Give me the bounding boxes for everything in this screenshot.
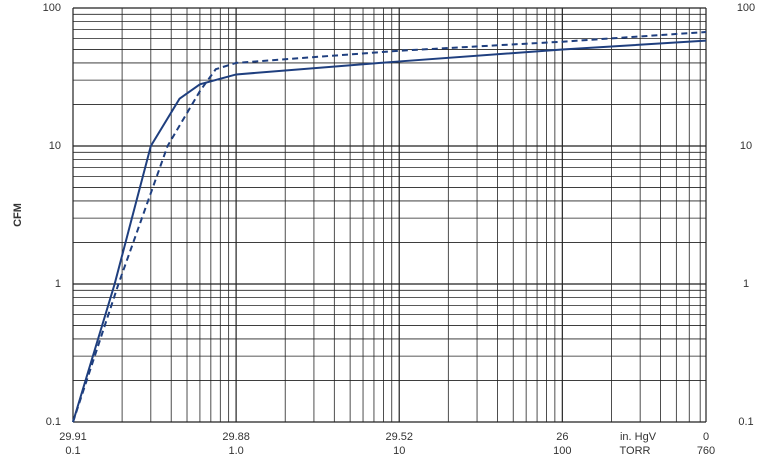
x-secondary-label: 29.88 — [222, 431, 250, 443]
x-tick-label: 0.1 — [65, 445, 80, 457]
x-unit: TORR — [620, 445, 651, 457]
x-tick-label: 100 — [553, 445, 571, 457]
y2-tick-label: 0.1 — [738, 416, 753, 428]
y-tick-label: 1 — [55, 278, 61, 290]
x-secondary-label: 29.91 — [59, 431, 87, 443]
y-tick-label: 0.1 — [46, 416, 61, 428]
series-line — [72, 31, 707, 423]
series-line — [72, 39, 707, 423]
x-secondary-label: 29.52 — [385, 431, 413, 443]
x-secondary-label: 26 — [556, 431, 568, 443]
x-secondary-unit: in. HgV — [620, 431, 657, 443]
x-tick-label: 760 — [697, 445, 715, 457]
y-tick-label: 100 — [43, 2, 61, 14]
y2-tick-label: 10 — [740, 140, 752, 152]
y2-tick-label: 1 — [743, 278, 749, 290]
x-tick-label: 10 — [393, 445, 405, 457]
y-axis-label: CFM — [12, 203, 24, 227]
y-tick-label: 10 — [49, 140, 61, 152]
y2-tick-label: 100 — [737, 2, 755, 14]
x-tick-label: 1.0 — [228, 445, 243, 457]
x-secondary-label: 0 — [703, 431, 709, 443]
